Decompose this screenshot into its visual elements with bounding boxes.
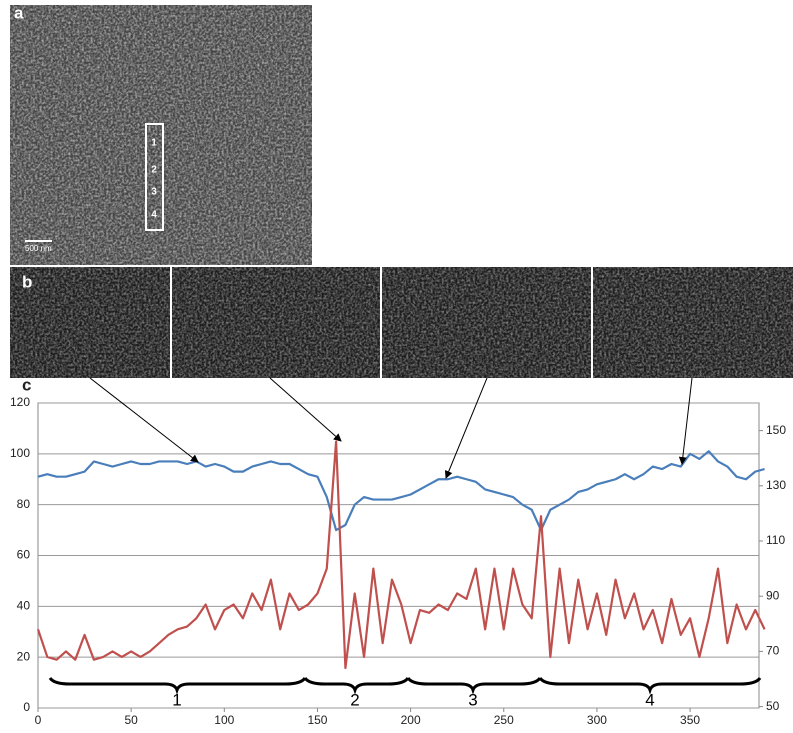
region-label: 4 [645, 690, 654, 709]
x-tick-label: 150 [307, 713, 327, 727]
arrow [270, 378, 341, 441]
y-tick-label: 60 [17, 548, 31, 562]
x-tick-label: 200 [401, 713, 421, 727]
y2-tick-label: 130 [766, 478, 786, 492]
y2-tick-label: 70 [766, 644, 780, 658]
panel-label: c [22, 375, 31, 394]
brace [50, 678, 305, 690]
x-tick-label: 350 [680, 713, 700, 727]
y2-tick-label: 150 [766, 423, 786, 437]
region-label: 2 [350, 690, 359, 709]
y-tick-label: 100 [10, 446, 30, 460]
arrow [446, 378, 487, 478]
region-marker: 2 [151, 165, 157, 176]
panel-label: a [14, 3, 24, 22]
y2-tick-label: 110 [766, 533, 785, 547]
brace [305, 678, 408, 690]
micrograph-texture [10, 267, 793, 378]
x-tick-label: 50 [124, 713, 138, 727]
micrograph-texture [10, 5, 312, 265]
arrow [682, 378, 692, 464]
region-marker: 1 [151, 138, 157, 149]
series-line [38, 451, 765, 530]
y-tick-label: 80 [17, 497, 31, 511]
region-marker: 4 [151, 210, 157, 221]
brace [408, 678, 540, 690]
arrow [90, 378, 198, 462]
page: {"figure": {"panel_labels": ["a", "b", "… [0, 0, 793, 733]
region-marker: 3 [151, 187, 157, 198]
y-tick-label: 0 [23, 700, 30, 714]
brace [540, 678, 760, 690]
y-tick-label: 20 [17, 649, 31, 663]
region-label: 3 [468, 690, 477, 709]
scale-bar-label: 500 nm [25, 244, 52, 253]
plot: 0 20 40 60 80 100 120 50 70 90 110 130 150 0 50 100 150 2… [10, 395, 786, 727]
y-tick-label: 120 [10, 395, 30, 409]
x-tick-label: 300 [587, 713, 607, 727]
region-label: 1 [172, 690, 181, 709]
y2-tick-label: 90 [766, 588, 780, 602]
x-tick-label: 0 [35, 713, 42, 727]
y-tick-label: 40 [17, 599, 31, 613]
x-tick-label: 100 [214, 713, 234, 727]
panel-label: b [22, 272, 32, 291]
series-line [38, 442, 765, 668]
x-tick-label: 250 [494, 713, 514, 727]
figure: a 1 2 3 4 500 nm b c 0204060801001205070… [0, 0, 793, 728]
y2-tick-label: 50 [766, 699, 780, 713]
